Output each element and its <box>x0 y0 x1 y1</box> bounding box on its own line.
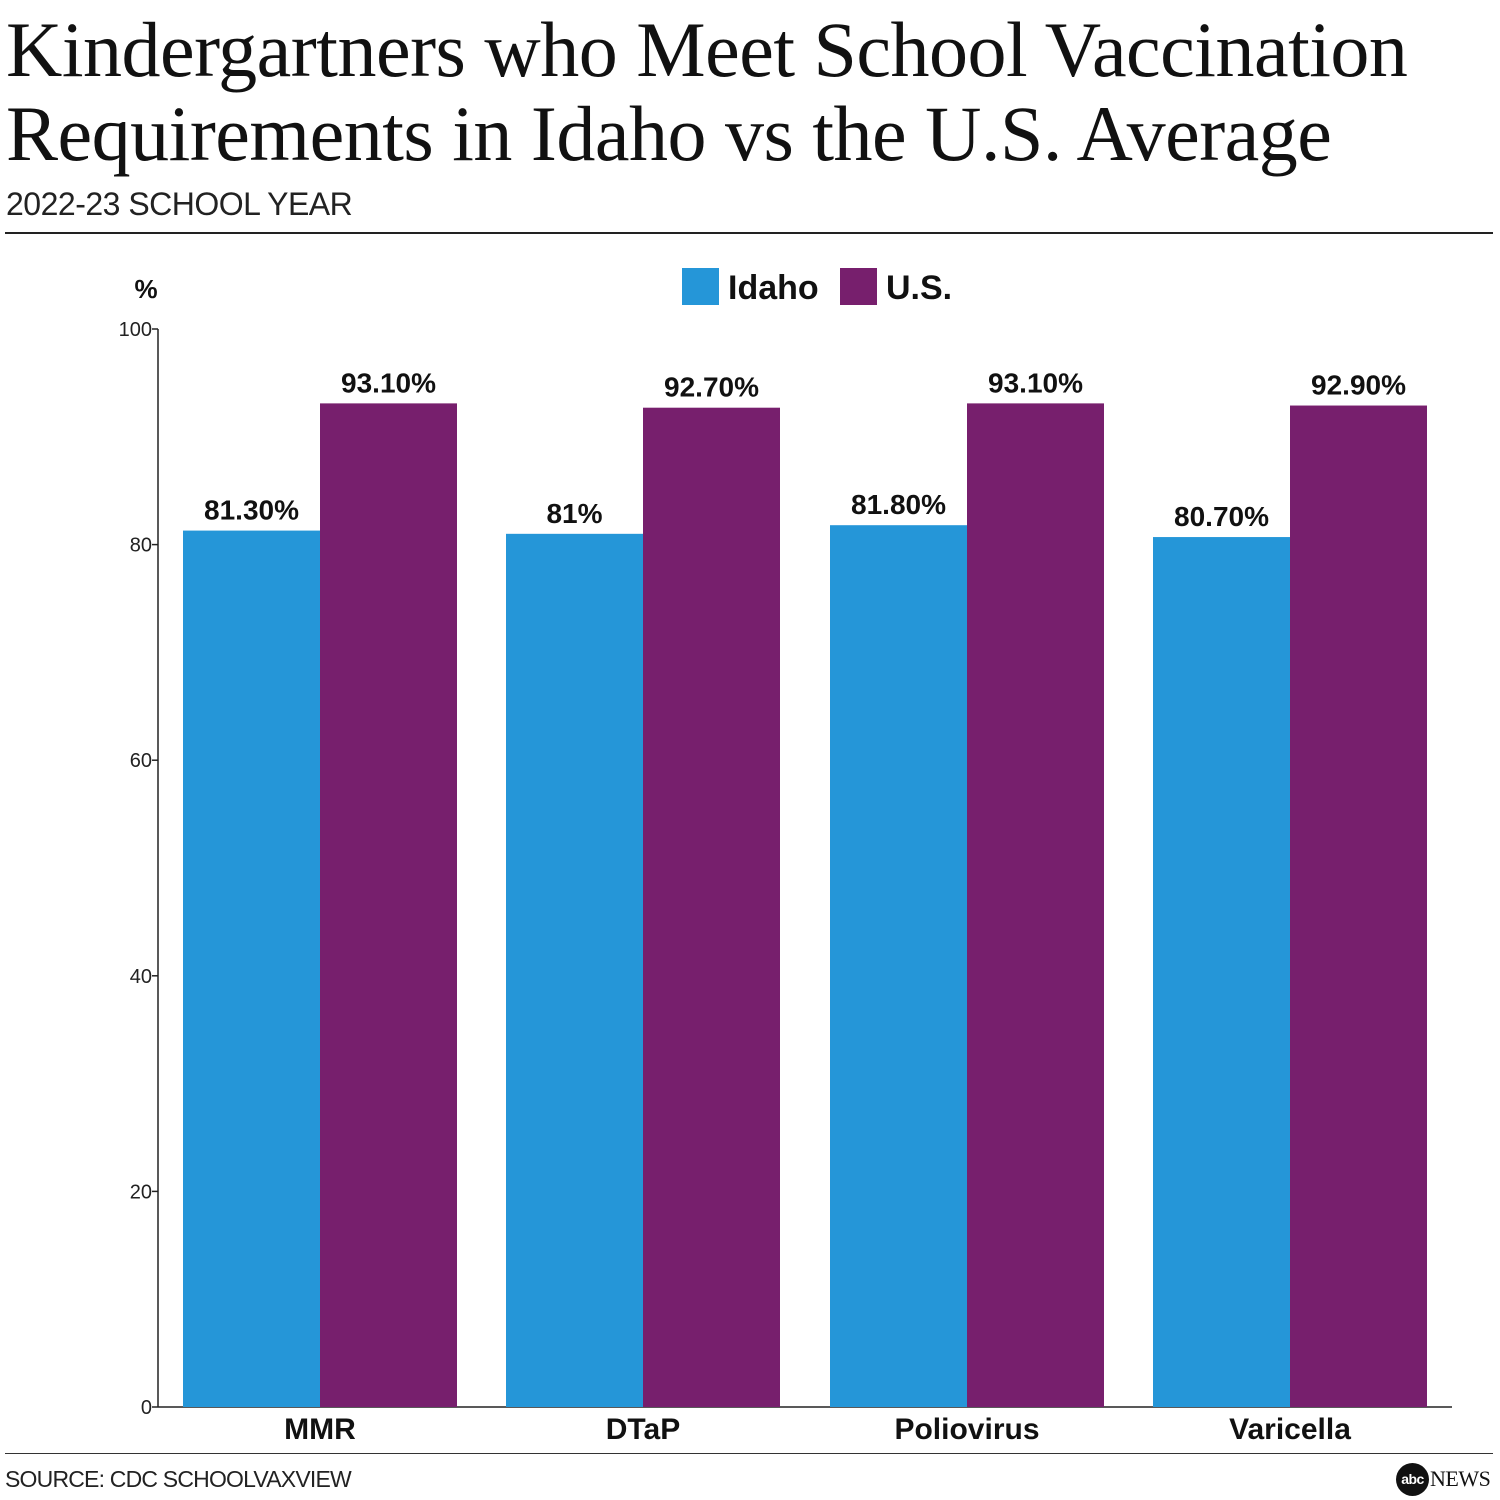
chart-title-line-1: Kindergartners who Meet School Vaccinati… <box>6 6 1408 93</box>
abc-news-logo: abc NEWS <box>1396 1462 1491 1496</box>
bar-value-label: 81.30% <box>204 495 299 526</box>
bar-us <box>967 403 1104 1408</box>
bar-idaho <box>1153 537 1290 1407</box>
bar-value-label: 93.10% <box>341 367 436 398</box>
chart-title: Kindergartners who Meet School Vaccinati… <box>6 8 1486 176</box>
chart-title-line-2: Requirements in Idaho vs the U.S. Averag… <box>6 90 1332 177</box>
x-category-label: DTaP <box>606 1413 680 1446</box>
y-tick-label: 100 <box>119 319 152 341</box>
bar-chart: 0 20 40 60 80 100% Idaho U.S. 81.30% 93.10% MMR 81%… <box>119 268 1452 1446</box>
bar-idaho <box>183 530 320 1407</box>
legend-label-us: U.S. <box>886 269 952 307</box>
bar-us <box>320 403 457 1408</box>
bar-idaho <box>830 525 967 1407</box>
bar-value-label: 81% <box>546 498 602 529</box>
legend-swatch-idaho <box>682 268 719 305</box>
bar-value-label: 81.80% <box>851 489 946 520</box>
header-divider <box>5 232 1493 234</box>
x-category-label: Varicella <box>1229 1413 1351 1446</box>
x-category-label: MMR <box>284 1413 356 1446</box>
y-tick-label: 0 <box>141 1397 152 1419</box>
x-category-label: Poliovirus <box>894 1413 1039 1446</box>
bar-value-label: 93.10% <box>988 367 1083 398</box>
bar-us <box>1290 405 1427 1408</box>
y-tick-label: 20 <box>130 1181 152 1203</box>
bar-value-label: 92.70% <box>664 372 759 403</box>
y-axis-unit-label: % <box>134 274 157 304</box>
news-logo-text: NEWS <box>1430 1466 1491 1491</box>
legend-label-idaho: Idaho <box>728 269 819 307</box>
source-note: SOURCE: CDC SCHOOLVAXVIEW <box>5 1466 352 1492</box>
bar-value-label: 92.90% <box>1311 370 1406 401</box>
y-tick-label: 40 <box>130 966 152 988</box>
bar-us <box>643 407 780 1408</box>
chart-subtitle: 2022-23 SCHOOL YEAR <box>6 186 353 222</box>
bar-value-label: 80.70% <box>1174 501 1269 532</box>
bar-idaho <box>506 533 643 1407</box>
y-tick-label: 60 <box>130 750 152 772</box>
y-tick-label: 80 <box>130 535 152 557</box>
abc-logo-mark: abc <box>1396 1462 1429 1496</box>
legend-swatch-us <box>840 268 877 305</box>
footer-divider <box>5 1453 1493 1454</box>
